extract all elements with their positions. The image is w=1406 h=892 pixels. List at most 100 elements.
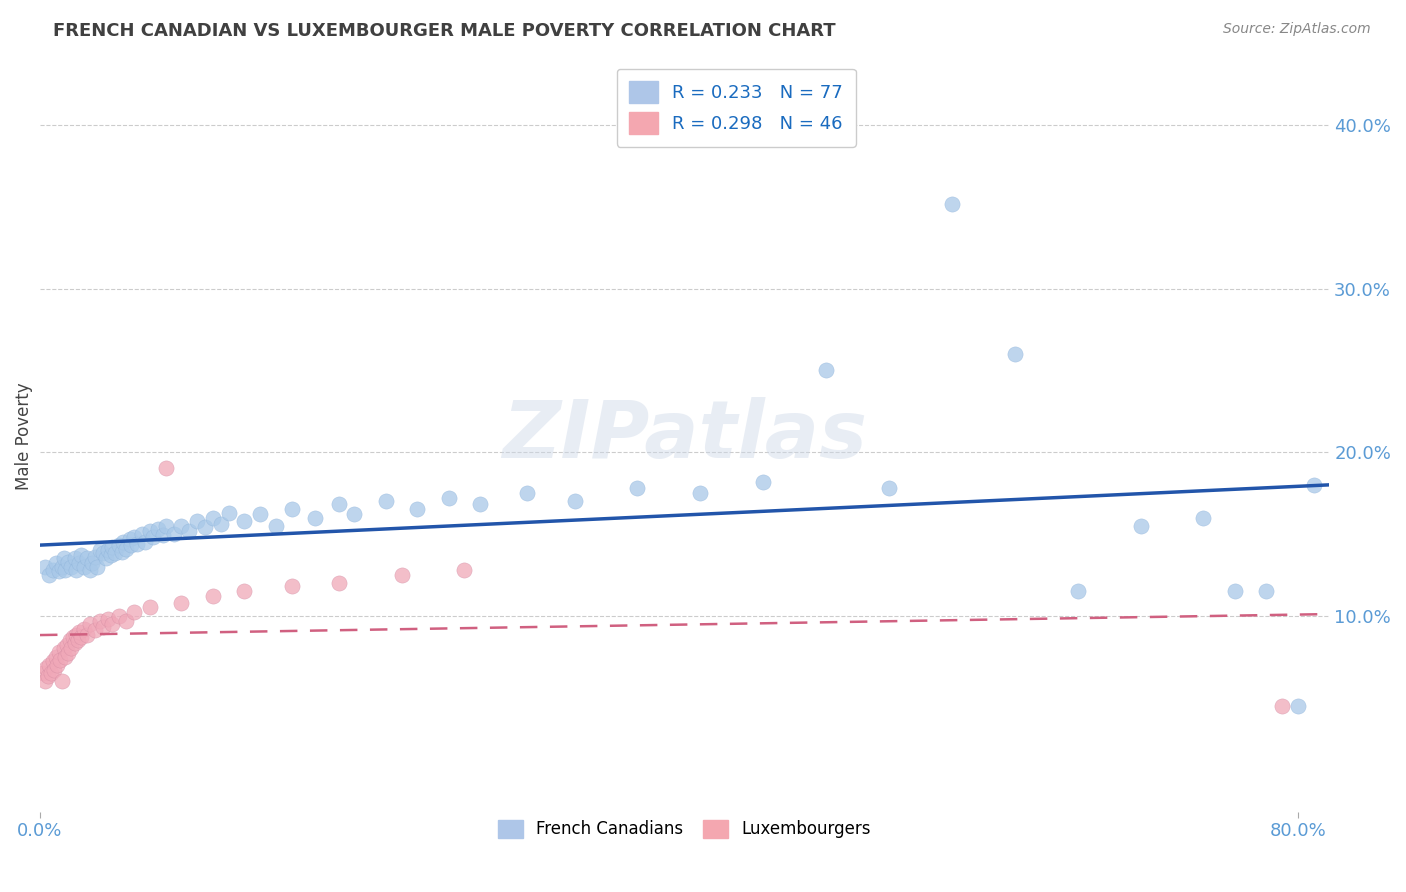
Point bbox=[328, 576, 350, 591]
Point bbox=[80, 557, 103, 571]
Point bbox=[51, 674, 73, 689]
Text: ZIPatlas: ZIPatlas bbox=[502, 397, 868, 475]
Point bbox=[437, 491, 460, 505]
Point bbox=[94, 551, 117, 566]
Point bbox=[32, 665, 55, 680]
Point bbox=[139, 524, 162, 538]
Point bbox=[194, 520, 217, 534]
Point bbox=[127, 536, 149, 550]
Point bbox=[218, 506, 240, 520]
Point bbox=[76, 628, 98, 642]
Point bbox=[470, 497, 492, 511]
Point bbox=[626, 481, 648, 495]
Point bbox=[343, 507, 366, 521]
Point bbox=[55, 638, 77, 652]
Point bbox=[201, 589, 224, 603]
Point bbox=[406, 502, 429, 516]
Point bbox=[124, 530, 146, 544]
Point bbox=[304, 510, 326, 524]
Point bbox=[941, 196, 963, 211]
Point bbox=[131, 526, 153, 541]
Point bbox=[65, 628, 87, 642]
Point bbox=[120, 538, 142, 552]
Point bbox=[58, 555, 80, 569]
Point bbox=[115, 541, 138, 556]
Point bbox=[107, 608, 129, 623]
Text: Source: ZipAtlas.com: Source: ZipAtlas.com bbox=[1223, 22, 1371, 37]
Point bbox=[67, 625, 90, 640]
Point bbox=[249, 507, 271, 521]
Point bbox=[815, 363, 838, 377]
Point bbox=[107, 538, 129, 552]
Point bbox=[58, 646, 80, 660]
Point bbox=[97, 612, 120, 626]
Point bbox=[51, 559, 73, 574]
Point bbox=[155, 518, 177, 533]
Point bbox=[233, 584, 256, 599]
Point bbox=[60, 641, 83, 656]
Point bbox=[1223, 584, 1246, 599]
Point bbox=[53, 563, 76, 577]
Legend: French Canadians, Luxembourgers: French Canadians, Luxembourgers bbox=[491, 813, 877, 845]
Point bbox=[100, 548, 122, 562]
Text: FRENCH CANADIAN VS LUXEMBOURGER MALE POVERTY CORRELATION CHART: FRENCH CANADIAN VS LUXEMBOURGER MALE POV… bbox=[53, 22, 837, 40]
Point bbox=[73, 622, 96, 636]
Point bbox=[186, 514, 208, 528]
Point bbox=[111, 545, 134, 559]
Point bbox=[70, 548, 93, 562]
Point bbox=[48, 645, 70, 659]
Point bbox=[155, 461, 177, 475]
Point bbox=[179, 524, 201, 538]
Point bbox=[453, 563, 475, 577]
Point bbox=[101, 540, 124, 554]
Point bbox=[152, 528, 174, 542]
Point bbox=[124, 606, 146, 620]
Point bbox=[66, 633, 89, 648]
Point bbox=[1256, 584, 1278, 599]
Point bbox=[115, 614, 138, 628]
Point bbox=[70, 630, 93, 644]
Point bbox=[877, 481, 900, 495]
Point bbox=[84, 549, 107, 564]
Point bbox=[91, 620, 114, 634]
Point bbox=[89, 543, 111, 558]
Point bbox=[76, 551, 98, 566]
Point bbox=[752, 475, 775, 489]
Point bbox=[264, 518, 287, 533]
Point bbox=[170, 596, 193, 610]
Point bbox=[48, 565, 70, 579]
Point bbox=[79, 616, 101, 631]
Point bbox=[233, 514, 256, 528]
Point bbox=[134, 535, 156, 549]
Point bbox=[39, 665, 62, 680]
Point bbox=[146, 522, 169, 536]
Point bbox=[62, 630, 84, 644]
Point bbox=[63, 551, 86, 566]
Point bbox=[1302, 477, 1324, 491]
Point bbox=[60, 559, 83, 574]
Point bbox=[38, 657, 60, 672]
Point bbox=[49, 653, 72, 667]
Y-axis label: Male Poverty: Male Poverty bbox=[15, 382, 32, 490]
Point bbox=[59, 633, 82, 648]
Point bbox=[101, 616, 124, 631]
Point bbox=[37, 669, 59, 683]
Point bbox=[1129, 518, 1152, 533]
Point bbox=[374, 494, 396, 508]
Point bbox=[53, 649, 76, 664]
Point bbox=[142, 530, 165, 544]
Point bbox=[118, 532, 141, 546]
Point bbox=[63, 636, 86, 650]
Point bbox=[1066, 584, 1088, 599]
Point bbox=[52, 641, 75, 656]
Point bbox=[89, 614, 111, 628]
Point bbox=[328, 497, 350, 511]
Point bbox=[65, 563, 87, 577]
Point bbox=[1192, 510, 1215, 524]
Point bbox=[1271, 698, 1294, 713]
Point bbox=[104, 547, 127, 561]
Point bbox=[564, 494, 586, 508]
Point bbox=[41, 655, 63, 669]
Point bbox=[209, 516, 232, 531]
Point bbox=[97, 543, 120, 558]
